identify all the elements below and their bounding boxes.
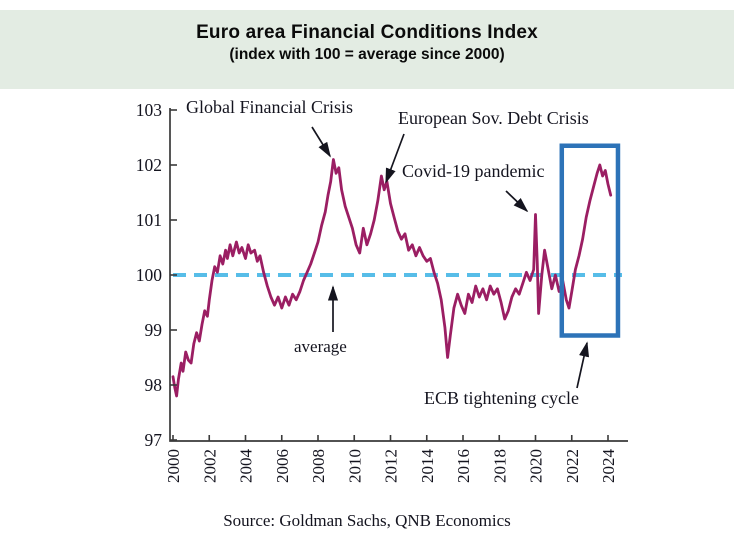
x-tick-label: 2004 [237,449,256,484]
y-tick-label: 103 [136,100,163,120]
esdc-arrow [385,133,405,184]
annotation-ecb-tightening-cycle: ECB tightening cycle [424,388,579,408]
y-tick-label: 97 [145,430,163,450]
x-tick-label: 2024 [599,449,618,484]
annotation-average: average [294,337,347,356]
chart-title-band: Euro area Financial Conditions Index (in… [0,10,734,89]
chart-title: Euro area Financial Conditions Index [196,22,538,43]
y-tick-label: 99 [145,320,163,340]
axes [169,108,628,442]
y-tick-label: 98 [145,375,163,395]
x-tick-label: 2006 [273,449,292,483]
x-tick-label: 2016 [454,449,473,483]
x-tick-label: 2020 [527,449,546,483]
x-tick-label: 2018 [490,449,509,483]
fci-series-line [171,158,613,398]
source-caption: Source: Goldman Sachs, QNB Economics [223,511,511,530]
chart-subtitle: (index with 100 = average since 2000) [229,46,505,63]
ecb-arrow [576,341,590,389]
x-tick-label: 2012 [382,449,401,483]
x-tick-label: 2014 [418,449,437,484]
covid-arrow [505,190,529,213]
x-tick-label: 2002 [200,449,219,483]
annotation-european-sov-debt-crisis: European Sov. Debt Crisis [398,108,589,128]
y-tick-label: 100 [136,265,163,285]
x-tick-label: 2008 [309,449,328,483]
y-tick-label: 102 [136,155,162,175]
annotation-covid-19-pandemic: Covid-19 pandemic [402,161,545,181]
annotation-global-financial-crisis: Global Financial Crisis [186,97,353,117]
ecb-highlight-box [559,143,621,338]
x-tick-label: 2010 [345,449,364,483]
y-tick-label: 101 [136,210,162,230]
x-tick-label: 2000 [164,449,183,483]
x-tick-label: 2022 [563,449,582,483]
gfc-arrow [311,126,331,158]
